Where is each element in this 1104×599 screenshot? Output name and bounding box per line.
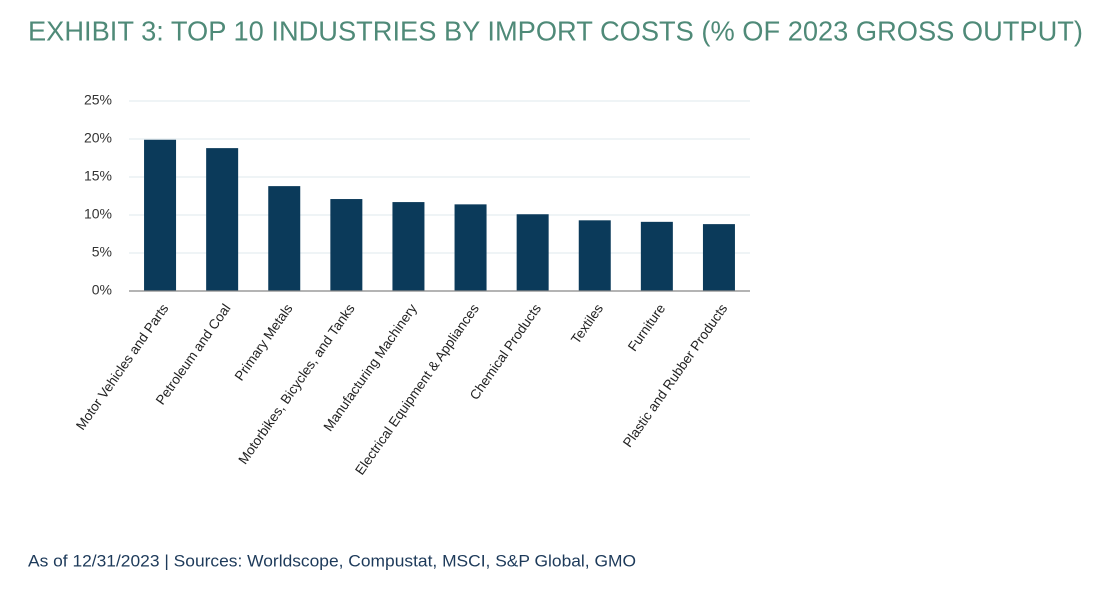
y-tick-label: 10%	[84, 206, 112, 222]
bar	[392, 202, 425, 291]
bar	[702, 224, 735, 291]
chart-title: EXHIBIT 3: TOP 10 INDUSTRIES BY IMPORT C…	[28, 15, 1083, 46]
x-tick-label: Chemical Products	[467, 301, 544, 403]
bar	[516, 214, 549, 291]
x-tick-label: Furniture	[625, 301, 668, 354]
y-tick-label: 0%	[92, 282, 112, 298]
y-tick-label: 25%	[84, 92, 112, 108]
bar	[268, 186, 301, 291]
y-tick-label: 5%	[92, 244, 112, 260]
x-tick-label: Textiles	[568, 301, 606, 347]
x-tick-label: Motorbikes, Bicycles, and Tanks	[235, 301, 357, 467]
x-tick-label: Primary Metals	[232, 301, 296, 384]
y-tick-label: 20%	[84, 130, 112, 146]
y-tick-label: 15%	[84, 168, 112, 184]
bar	[206, 148, 239, 291]
bar	[144, 139, 177, 291]
x-tick-label: Electrical Equipment & Appliances	[352, 301, 482, 478]
bar	[454, 204, 487, 291]
bar	[578, 220, 611, 291]
x-tick-label: Motor Vehicles and Parts	[73, 301, 172, 433]
x-tick-label: Plastic and Rubber Products	[620, 301, 731, 450]
bar	[640, 221, 673, 291]
bar	[330, 199, 363, 291]
footnote: As of 12/31/2023 | Sources: Worldscope, …	[28, 551, 636, 570]
